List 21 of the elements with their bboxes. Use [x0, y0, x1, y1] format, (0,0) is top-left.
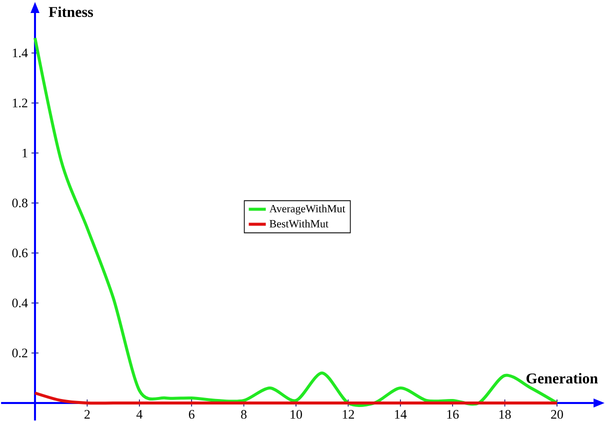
- x-axis-title: Generation: [526, 372, 598, 384]
- y-tick-label: 1: [22, 148, 28, 158]
- legend-label: BestWithMut: [270, 220, 328, 228]
- y-tick-label: 0.4: [12, 298, 28, 308]
- x-tick-label: 2: [84, 410, 90, 419]
- x-tick-label: 16: [447, 410, 459, 419]
- y-tick-label: 0.8: [12, 198, 28, 208]
- y-axis-title: Fitness: [48, 6, 93, 18]
- x-tick-label: 10: [290, 410, 302, 419]
- x-tick-label: 20: [551, 410, 563, 419]
- x-tick-label: 14: [395, 410, 407, 419]
- x-tick-label: 6: [188, 410, 194, 419]
- legend-label: AverageWithMut: [269, 204, 346, 215]
- y-tick-label: 1.2: [12, 98, 28, 108]
- x-tick-label: 12: [342, 410, 354, 419]
- y-tick-label: 0.2: [12, 348, 28, 358]
- x-tick-label: 4: [136, 410, 142, 419]
- x-tick-label: 18: [499, 410, 511, 419]
- x-tick-label: 8: [241, 410, 247, 419]
- y-tick-label: 0.6: [12, 248, 28, 258]
- y-tick-label: 1.4: [12, 48, 28, 58]
